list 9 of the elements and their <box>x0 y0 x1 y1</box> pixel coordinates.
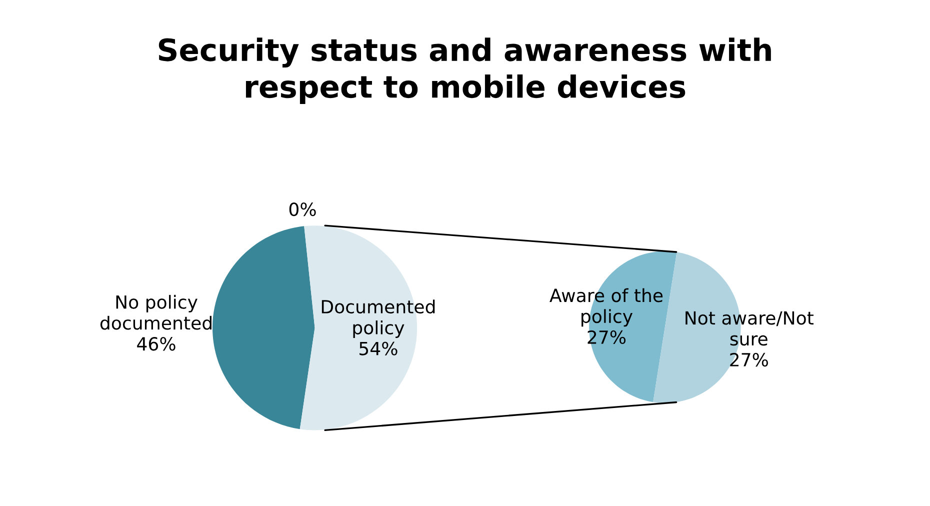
data-label: 46% <box>137 337 176 351</box>
text: 0% <box>289 202 316 216</box>
slice-label: No policy documented <box>100 294 212 330</box>
data-label: 27% <box>730 352 768 367</box>
pie-slice <box>212 226 315 430</box>
chart-title: Security status and awareness with respect to mobile devices <box>158 38 771 104</box>
slice-label: Documented policy <box>322 300 435 338</box>
slice-label: Not aware/Not sure <box>686 311 814 346</box>
data-label: 54% <box>360 342 398 356</box>
